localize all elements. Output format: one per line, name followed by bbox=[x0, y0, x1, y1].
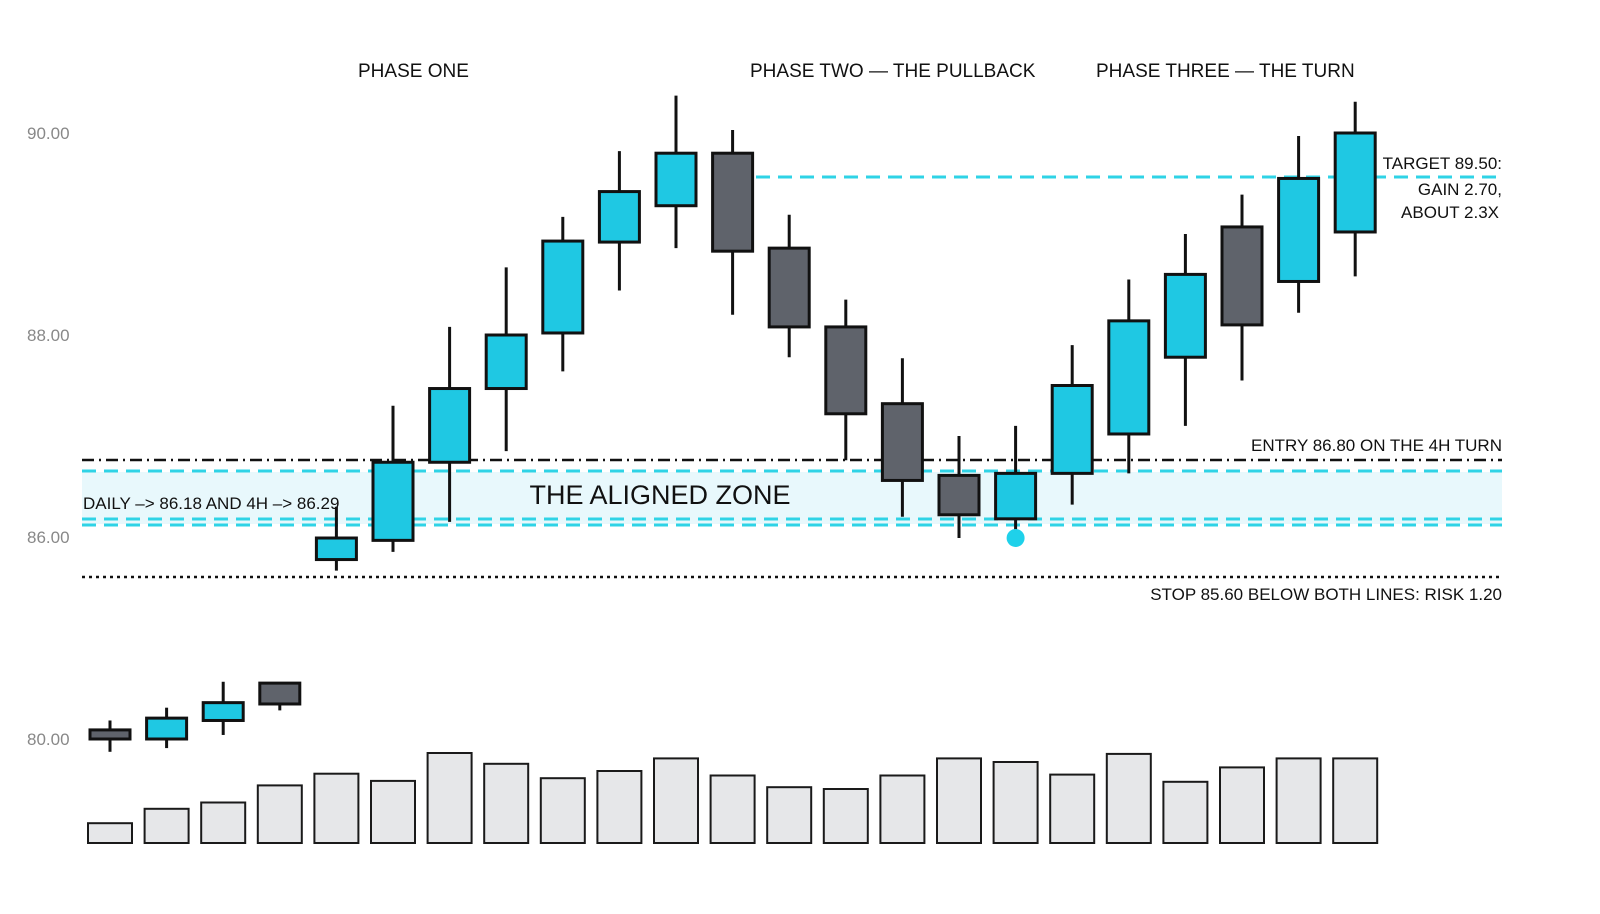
candle-body bbox=[428, 387, 472, 464]
candle bbox=[258, 681, 302, 711]
candle-body bbox=[1333, 131, 1377, 234]
candle bbox=[484, 267, 528, 452]
volume-bar bbox=[1049, 773, 1096, 844]
candle bbox=[654, 95, 698, 249]
phase-one-label: PHASE ONE bbox=[358, 61, 469, 82]
candle bbox=[145, 707, 189, 749]
volume-bar bbox=[313, 772, 360, 845]
target-label-line-1: TARGET 89.50: bbox=[1383, 154, 1502, 173]
volume-bars bbox=[87, 752, 1379, 845]
target-label-line-2: GAIN 2.70, bbox=[1418, 180, 1502, 199]
candle bbox=[597, 151, 641, 291]
candle-body bbox=[711, 151, 755, 253]
candle bbox=[314, 506, 358, 571]
volume-bar bbox=[87, 822, 133, 845]
volume-bar bbox=[539, 777, 586, 845]
volume-bar bbox=[1332, 757, 1379, 845]
volume-bar bbox=[426, 752, 473, 844]
candle bbox=[1277, 136, 1321, 313]
volume-bar bbox=[1219, 766, 1265, 845]
candle-body bbox=[1163, 272, 1207, 359]
aligned-zone-title: THE ALIGNED ZONE bbox=[529, 480, 790, 510]
y-tick-88: 88.00 bbox=[27, 326, 70, 345]
y-tick-90: 90.00 bbox=[27, 124, 70, 143]
volume-bar bbox=[709, 774, 756, 844]
candle-body bbox=[597, 190, 641, 244]
candle-body bbox=[654, 151, 698, 208]
phase-three-label: PHASE THREE — THE TURN bbox=[1096, 61, 1355, 82]
candle bbox=[1107, 279, 1151, 474]
candle bbox=[937, 436, 981, 539]
target-label-line-3: ABOUT 2.3X bbox=[1401, 203, 1499, 222]
candles bbox=[88, 95, 1377, 752]
volume-bar bbox=[256, 784, 303, 845]
zone-levels-label: DAILY –> 86.18 AND 4H –> 86.29 bbox=[83, 494, 339, 513]
candle-body bbox=[880, 402, 924, 482]
stop-label: STOP 85.60 BELOW BOTH LINES: RISK 1.20 bbox=[1150, 585, 1502, 604]
phase-two-label: PHASE TWO — THE PULLBACK bbox=[750, 61, 1036, 82]
candle bbox=[371, 405, 415, 552]
candle-body bbox=[201, 701, 245, 722]
entry-label: ENTRY 86.80 ON THE 4H TURN bbox=[1251, 436, 1502, 455]
candle-body bbox=[145, 716, 189, 741]
candle-body bbox=[1107, 319, 1151, 436]
candle-body bbox=[1277, 176, 1321, 283]
volume-bar bbox=[653, 757, 699, 845]
candle bbox=[880, 358, 924, 517]
candle bbox=[1220, 194, 1264, 381]
candle bbox=[541, 216, 585, 372]
candle bbox=[201, 681, 245, 735]
candle-body bbox=[767, 246, 811, 329]
candle-body bbox=[314, 536, 358, 562]
volume-bar bbox=[879, 774, 926, 844]
candle bbox=[767, 214, 811, 358]
volume-bar bbox=[822, 788, 869, 844]
entry-marker-dot bbox=[1006, 528, 1025, 547]
volume-bar bbox=[1162, 780, 1209, 844]
candle bbox=[711, 129, 755, 315]
y-tick-86: 86.00 bbox=[27, 528, 70, 547]
volume-bar bbox=[936, 757, 982, 845]
candle bbox=[88, 720, 132, 752]
candle-body bbox=[824, 325, 868, 416]
volume-bar bbox=[200, 801, 247, 844]
candle-body bbox=[994, 471, 1038, 521]
candle bbox=[994, 425, 1038, 535]
volume-bar bbox=[596, 770, 643, 844]
candle-body bbox=[541, 239, 585, 335]
candle bbox=[428, 326, 472, 522]
volume-bar bbox=[483, 762, 530, 844]
candle bbox=[1333, 101, 1377, 277]
candle-body bbox=[937, 473, 981, 517]
volume-bar bbox=[992, 761, 1039, 844]
volume-bar bbox=[370, 779, 416, 845]
volume-bar bbox=[1105, 752, 1152, 845]
entry-marker-group bbox=[1006, 528, 1025, 547]
aligned-zone-band bbox=[82, 472, 1502, 524]
volume-bar bbox=[766, 786, 813, 845]
volume-bar bbox=[1275, 757, 1322, 845]
candle-body bbox=[1050, 384, 1094, 475]
candle-body bbox=[484, 333, 528, 391]
candle bbox=[1163, 234, 1207, 426]
volume-bar bbox=[143, 807, 190, 844]
y-tick-80: 80.00 bbox=[27, 730, 70, 749]
candle bbox=[1050, 345, 1094, 505]
candle-body bbox=[1220, 225, 1264, 327]
candle-body bbox=[88, 728, 132, 741]
candle bbox=[824, 299, 868, 461]
candle-body bbox=[371, 460, 415, 542]
candle-body bbox=[258, 681, 302, 706]
